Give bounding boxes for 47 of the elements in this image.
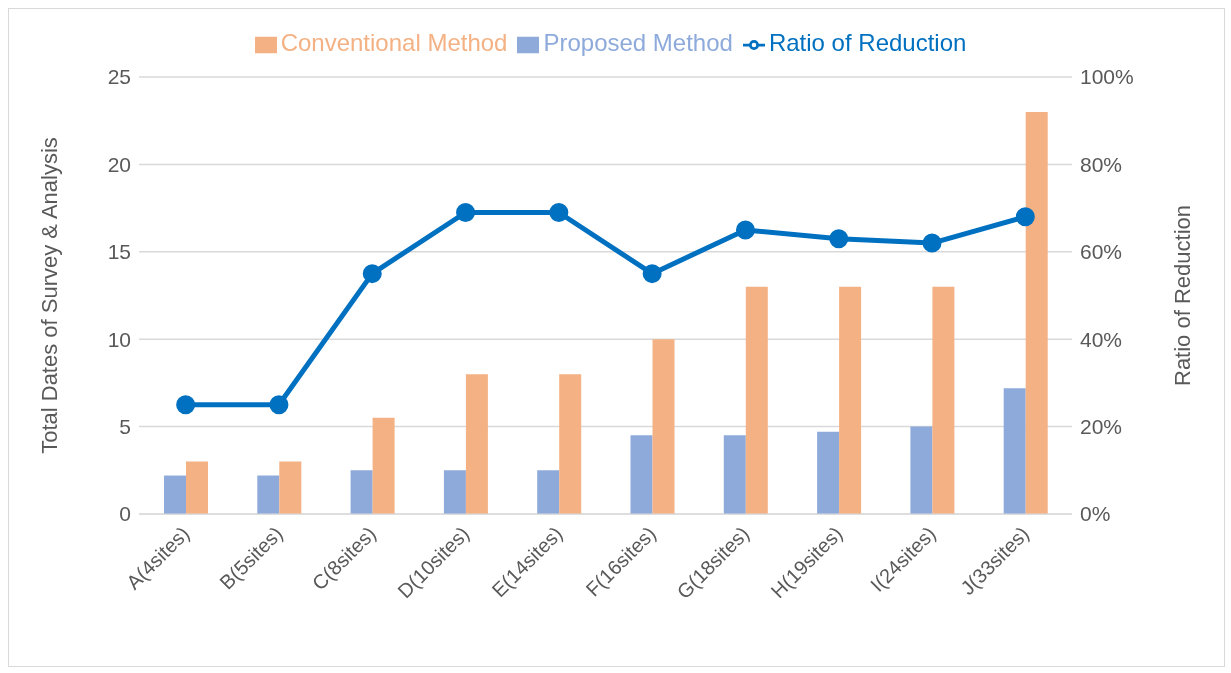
point	[735, 220, 755, 240]
bar	[745, 286, 768, 514]
bar	[372, 417, 395, 514]
bar	[723, 435, 746, 514]
y2-tick-label: 20%	[1080, 415, 1123, 439]
y-tick-label: 15	[107, 240, 131, 264]
bar	[443, 470, 466, 514]
bar	[932, 286, 955, 514]
y-tick-label: 25	[107, 65, 131, 89]
bar	[817, 431, 840, 514]
legend-label: Conventional Method	[280, 29, 508, 56]
y2-tick-label: 40%	[1080, 327, 1123, 351]
bar	[537, 470, 560, 514]
point	[922, 233, 942, 253]
bar	[559, 374, 582, 514]
point	[269, 395, 289, 415]
y-tick-label: 0	[119, 502, 131, 526]
y-tick-label: 20	[107, 152, 131, 176]
y2-tick-label: 80%	[1080, 152, 1123, 176]
bar	[1003, 388, 1026, 514]
y2-tick-label: 0%	[1080, 502, 1111, 526]
bar	[350, 470, 373, 514]
bar	[652, 339, 675, 514]
y2-tick-label: 100%	[1080, 65, 1134, 89]
point	[176, 395, 196, 415]
bar	[186, 461, 208, 514]
bar	[279, 461, 302, 514]
point	[829, 229, 849, 249]
point	[362, 264, 382, 284]
y2-tick-label: 60%	[1080, 240, 1123, 264]
bar	[630, 435, 653, 514]
bar	[910, 426, 933, 514]
y2-axis-title: Ratio of Reduction	[1169, 205, 1195, 386]
y-tick-label: 5	[119, 415, 131, 439]
bar	[465, 374, 488, 514]
point	[456, 202, 476, 222]
point	[549, 202, 569, 222]
legend-label: Proposed Method	[543, 29, 733, 56]
bar	[1025, 111, 1048, 514]
bar	[257, 475, 280, 514]
point	[1015, 207, 1035, 227]
bar	[164, 475, 186, 514]
legend-label: Ratio of Reduction	[768, 29, 967, 56]
bar	[839, 286, 862, 514]
y-axis-title: Total Dates of Survey & Analysis	[36, 137, 62, 454]
point	[642, 264, 662, 284]
y-tick-label: 10	[107, 327, 131, 351]
